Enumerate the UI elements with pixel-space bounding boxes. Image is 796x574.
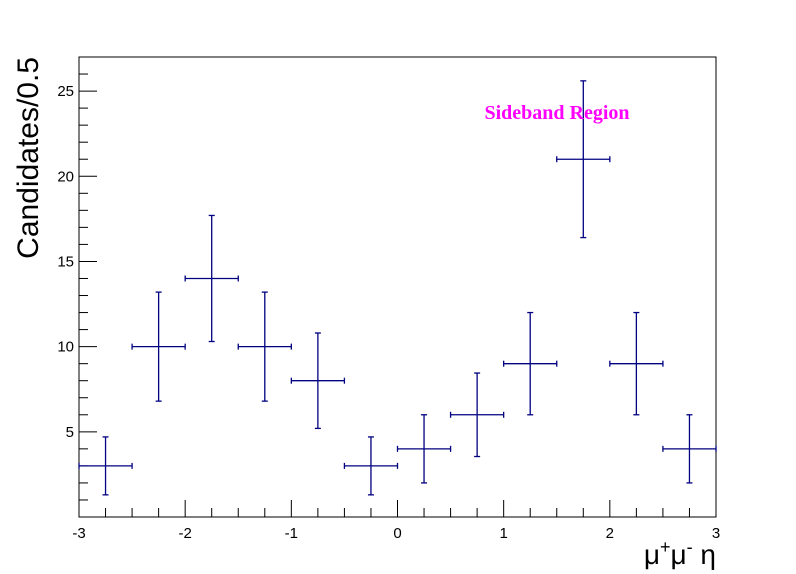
x-axis-ticks (78, 500, 717, 517)
data-point (131, 291, 186, 402)
x-axis-title-sup1: + (660, 537, 671, 557)
data-point (662, 414, 717, 484)
data-point (503, 311, 558, 416)
x-tick-label: -1 (285, 525, 298, 542)
data-point (184, 214, 239, 343)
x-axis-title-eta: η (693, 539, 716, 570)
x-axis-title-mu1: μ (644, 539, 660, 570)
y-tick-label: 10 (57, 339, 74, 356)
x-axis-title-sup2: - (687, 537, 693, 557)
x-tick-label: 2 (606, 525, 614, 542)
y-tick-label: 25 (57, 83, 74, 100)
y-tick-label: 15 (57, 253, 74, 270)
x-axis-tick-labels: -3 -2 -1 0 1 2 3 (72, 525, 720, 542)
x-tick-label: 0 (393, 525, 401, 542)
data-point (449, 372, 505, 458)
y-axis-ticks (79, 56, 97, 501)
data-point (237, 291, 292, 402)
data-point (396, 414, 452, 484)
x-axis-title-mu2: μ (671, 539, 687, 570)
x-tick-label: -2 (178, 525, 191, 542)
y-axis-tick-labels: 5 10 15 20 25 (57, 83, 74, 441)
x-tick-label: 1 (499, 525, 507, 542)
data-point (556, 80, 611, 239)
annotation-label: Sideband Region (484, 102, 629, 124)
y-axis-title: Candidates/0.5 (12, 57, 45, 259)
data-point (290, 332, 346, 430)
data-point (78, 436, 133, 496)
data-points (78, 80, 717, 496)
data-point (609, 311, 664, 416)
x-tick-label: -3 (72, 525, 85, 542)
y-tick-label: 20 (57, 168, 74, 185)
y-tick-label: 5 (66, 424, 74, 441)
x-tick-label: 3 (712, 525, 720, 542)
data-point (343, 436, 399, 496)
x-axis-title: μ+μ- η (644, 537, 716, 570)
